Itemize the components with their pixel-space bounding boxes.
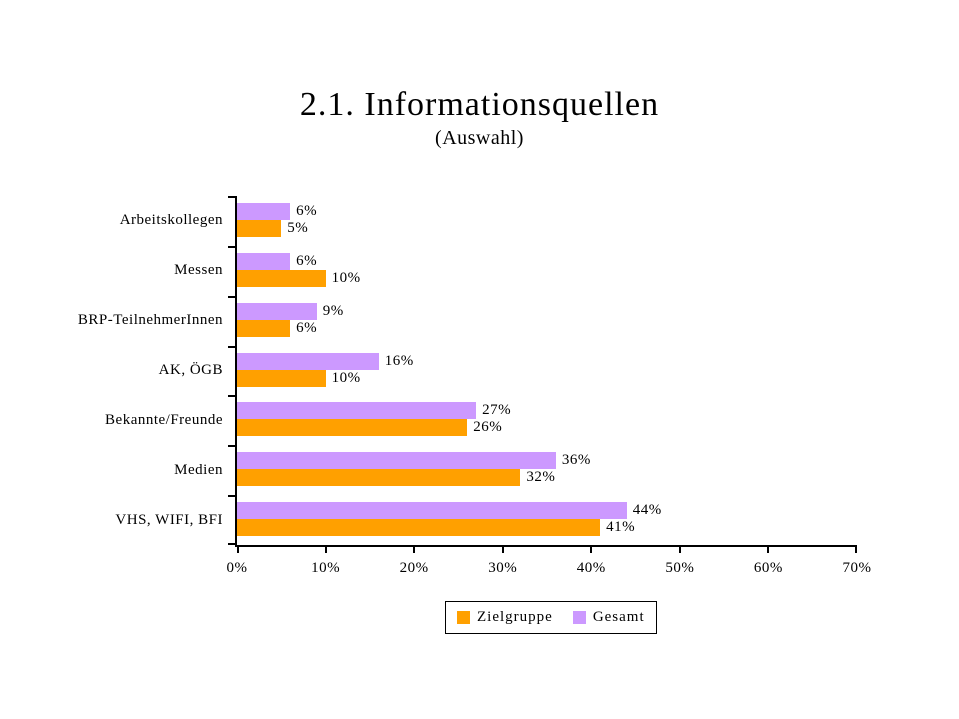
bar-value-label: 9%: [322, 302, 344, 319]
y-axis-tick: [228, 196, 237, 198]
bar-gesamt: [237, 252, 291, 270]
y-axis-tick: [228, 245, 237, 248]
bar-value-label: 6%: [296, 319, 318, 336]
bar-gesamt: [237, 302, 317, 320]
x-axis-tick: [767, 545, 770, 553]
legend-label-gesamt: Gesamt: [592, 609, 645, 625]
bar-gesamt: [237, 452, 556, 470]
y-axis-tick: [228, 395, 237, 398]
bar-zielgruppe: [237, 220, 282, 237]
bar-value-label: 32%: [526, 469, 556, 486]
bar-zielgruppe: [237, 469, 521, 487]
legend-item-gesamt: Gesamt: [572, 609, 645, 626]
legend: Zielgruppe Gesamt: [445, 601, 657, 634]
bar-gesamt: [237, 402, 477, 420]
x-axis-tick-label: 0%: [226, 560, 248, 576]
bar-value-label: 5%: [287, 220, 309, 236]
bar-value-label: 44%: [632, 502, 662, 519]
legend-label-zielgruppe: Zielgruppe: [477, 609, 553, 625]
category-label: BRP-TeilnehmerInnen: [77, 312, 223, 329]
bar-value-label: 41%: [606, 519, 636, 536]
bar-value-label: 36%: [561, 452, 591, 469]
category-label: AK, ÖGB: [158, 361, 223, 378]
bar-value-label: 10%: [331, 269, 361, 286]
x-axis-tick: [237, 545, 239, 553]
bar-zielgruppe: [237, 519, 601, 537]
bar-zielgruppe: [237, 369, 326, 387]
x-axis-tick: [324, 545, 327, 553]
bar-zielgruppe: [237, 269, 326, 287]
bar-value-label: 6%: [296, 252, 318, 269]
bar-gesamt: [237, 203, 291, 220]
legend-item-zielgruppe: Zielgruppe: [457, 609, 553, 626]
bar-value-label: 16%: [384, 352, 414, 369]
chart-title: 2.1. Informationsquellen: [299, 86, 660, 123]
gesamt-swatch-icon: [572, 611, 586, 624]
category-label: Messen: [174, 262, 223, 279]
category-label: VHS, WIFI, BFI: [115, 511, 223, 528]
x-axis-tick-label: 10%: [311, 560, 341, 576]
x-axis-tick: [590, 545, 593, 553]
bar-value-label: 6%: [296, 203, 318, 219]
bar-value-label: 27%: [482, 402, 512, 419]
y-axis-labels: Arbeitskollegen Messen BRP-TeilnehmerInnen…: [0, 196, 223, 545]
bar-gesamt: [237, 352, 379, 370]
y-axis-tick: [228, 445, 237, 448]
x-axis-tick-label: 30%: [488, 560, 518, 576]
y-axis-tick: [228, 495, 237, 498]
x-axis-tick-label: 70%: [842, 560, 872, 576]
category-label: Medien: [174, 461, 223, 478]
x-axis-tick: [413, 545, 416, 553]
plot-area: 6% 5% 6% 10% 9% 6% 16% 10% 27% 26% 36% 32% 44% 41% 0% 1…: [227, 196, 871, 576]
x-axis-tick: [855, 545, 857, 553]
bar-value-label: 10%: [331, 369, 361, 386]
x-axis-tick-label: 40%: [576, 560, 606, 576]
bar-zielgruppe: [237, 419, 468, 437]
x-axis-tick-label: 20%: [399, 560, 429, 576]
x-axis-tick-label: 60%: [753, 560, 783, 576]
zielgruppe-swatch-icon: [457, 611, 470, 624]
x-axis-tick: [678, 545, 681, 553]
chart-subtitle: (Auswahl): [435, 127, 524, 150]
category-label: Arbeitskollegen: [119, 212, 223, 229]
bar-zielgruppe: [237, 319, 291, 337]
chart-header: 2.1. Informationsquellen (Auswahl): [0, 86, 959, 150]
y-axis-tick: [228, 543, 237, 545]
y-axis-tick: [228, 295, 237, 298]
bar-gesamt: [237, 502, 627, 520]
category-label: Bekannte/Freunde: [105, 411, 223, 428]
bar-value-label: 26%: [473, 419, 503, 436]
x-axis-tick-label: 50%: [665, 560, 695, 576]
x-axis-tick: [501, 545, 504, 553]
y-axis-tick: [228, 345, 237, 348]
